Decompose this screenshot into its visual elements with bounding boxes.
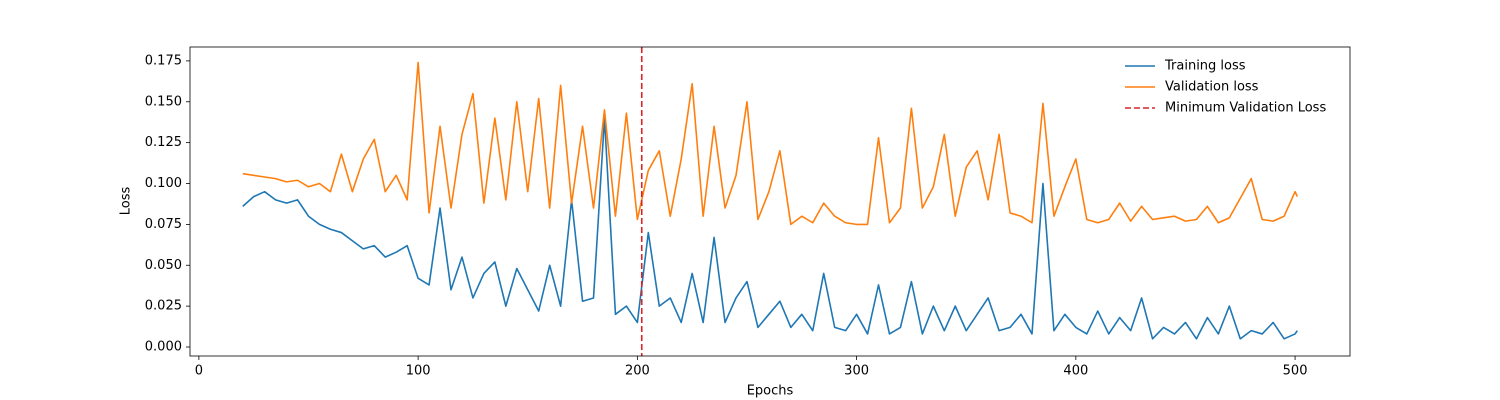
x-tick-label: 500 xyxy=(1283,364,1308,379)
legend-label: Validation loss xyxy=(1165,80,1259,95)
x-tick-label: 100 xyxy=(406,364,431,379)
y-tick-label: 0.000 xyxy=(145,340,182,355)
y-tick-label: 0.175 xyxy=(145,53,182,68)
x-tick-label: 0 xyxy=(195,364,203,379)
x-tick-label: 300 xyxy=(844,364,869,379)
x-axis-label: Epochs xyxy=(747,384,794,399)
x-tick-label: 200 xyxy=(625,364,650,379)
x-tick-label: 400 xyxy=(1063,364,1088,379)
series-line xyxy=(242,61,1299,226)
y-tick-label: 0.075 xyxy=(145,217,182,232)
y-tick-label: 0.050 xyxy=(145,258,182,273)
y-tick-label: 0.100 xyxy=(145,176,182,191)
y-tick-label: 0.150 xyxy=(145,94,182,109)
y-tick-label: 0.125 xyxy=(145,135,182,150)
legend-label: Training loss xyxy=(1164,59,1246,74)
legend-label: Minimum Validation Loss xyxy=(1165,101,1326,116)
series-line xyxy=(242,117,1298,340)
axes-frame xyxy=(189,46,1351,357)
y-axis-label: Loss xyxy=(119,187,134,216)
y-tick-label: 0.025 xyxy=(145,299,182,314)
